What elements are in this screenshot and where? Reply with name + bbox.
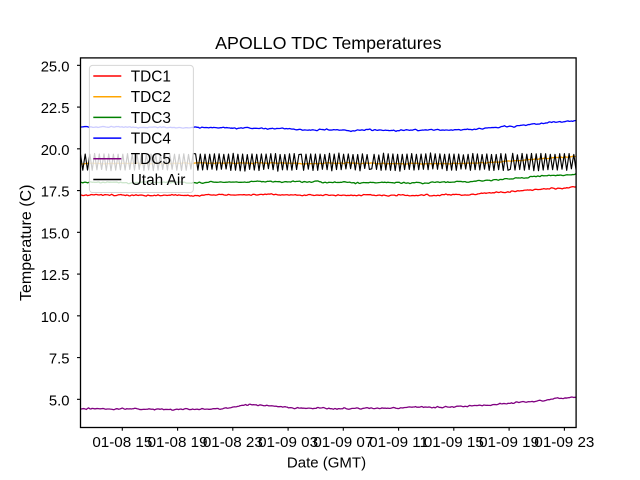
svg-text:5.0: 5.0 xyxy=(49,393,70,409)
svg-text:15.0: 15.0 xyxy=(41,226,70,242)
svg-text:01-08 15: 01-08 15 xyxy=(92,434,152,451)
svg-text:22.5: 22.5 xyxy=(41,101,70,117)
svg-text:TDC2: TDC2 xyxy=(131,89,171,106)
svg-text:01-08 19: 01-08 19 xyxy=(148,434,208,451)
svg-text:01-09 03: 01-09 03 xyxy=(258,434,318,451)
svg-text:01-09 11: 01-09 11 xyxy=(369,434,428,451)
svg-text:01-08 23: 01-08 23 xyxy=(203,434,263,451)
svg-text:Date (GMT): Date (GMT) xyxy=(287,455,366,472)
svg-text:TDC5: TDC5 xyxy=(131,151,171,168)
svg-text:TDC4: TDC4 xyxy=(131,131,172,148)
svg-text:Utah Air: Utah Air xyxy=(131,172,186,189)
svg-text:01-09 07: 01-09 07 xyxy=(313,434,373,451)
svg-text:17.5: 17.5 xyxy=(41,185,70,201)
svg-text:01-09 15: 01-09 15 xyxy=(424,434,484,451)
svg-text:7.5: 7.5 xyxy=(49,352,70,368)
svg-text:20.0: 20.0 xyxy=(41,143,70,159)
svg-text:01-09 23: 01-09 23 xyxy=(534,434,594,451)
svg-text:12.5: 12.5 xyxy=(41,268,70,284)
svg-text:10.0: 10.0 xyxy=(41,310,70,326)
svg-text:TDC1: TDC1 xyxy=(131,68,171,85)
svg-text:01-09 19: 01-09 19 xyxy=(479,434,539,451)
svg-text:25.0: 25.0 xyxy=(41,59,70,75)
svg-text:APOLLO TDC Temperatures: APOLLO TDC Temperatures xyxy=(215,33,442,53)
svg-text:Temperature (C): Temperature (C) xyxy=(18,185,35,301)
svg-text:TDC3: TDC3 xyxy=(131,110,171,127)
